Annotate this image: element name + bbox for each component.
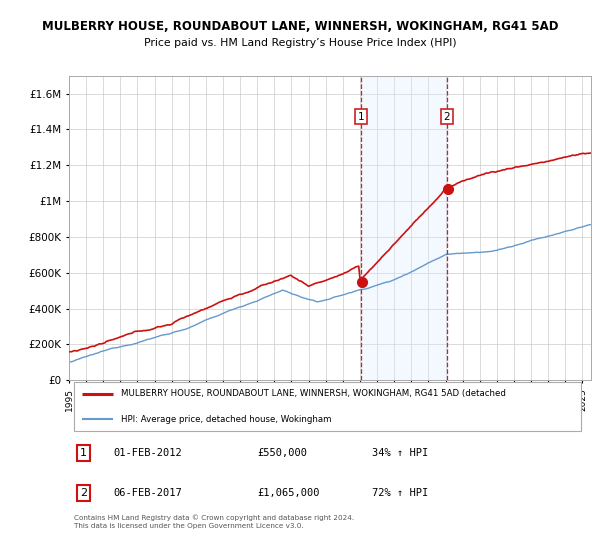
Text: 2: 2 bbox=[443, 112, 450, 122]
Text: 1: 1 bbox=[358, 112, 365, 122]
Text: MULBERRY HOUSE, ROUNDABOUT LANE, WINNERSH, WOKINGHAM, RG41 5AD (detached: MULBERRY HOUSE, ROUNDABOUT LANE, WINNERS… bbox=[121, 389, 506, 399]
Text: Price paid vs. HM Land Registry’s House Price Index (HPI): Price paid vs. HM Land Registry’s House … bbox=[143, 38, 457, 48]
Text: HPI: Average price, detached house, Wokingham: HPI: Average price, detached house, Woki… bbox=[121, 414, 332, 423]
Text: 06-FEB-2017: 06-FEB-2017 bbox=[113, 488, 182, 498]
Text: £1,065,000: £1,065,000 bbox=[257, 488, 319, 498]
Text: 01-FEB-2012: 01-FEB-2012 bbox=[113, 448, 182, 458]
Text: £550,000: £550,000 bbox=[257, 448, 307, 458]
Text: 2: 2 bbox=[80, 488, 87, 498]
Text: 34% ↑ HPI: 34% ↑ HPI bbox=[372, 448, 428, 458]
FancyBboxPatch shape bbox=[74, 382, 581, 431]
Text: MULBERRY HOUSE, ROUNDABOUT LANE, WINNERSH, WOKINGHAM, RG41 5AD: MULBERRY HOUSE, ROUNDABOUT LANE, WINNERS… bbox=[42, 20, 558, 32]
Text: Contains HM Land Registry data © Crown copyright and database right 2024.
This d: Contains HM Land Registry data © Crown c… bbox=[74, 514, 355, 529]
Text: 1: 1 bbox=[80, 448, 87, 458]
Text: 72% ↑ HPI: 72% ↑ HPI bbox=[372, 488, 428, 498]
Bar bbox=[361, 76, 447, 380]
